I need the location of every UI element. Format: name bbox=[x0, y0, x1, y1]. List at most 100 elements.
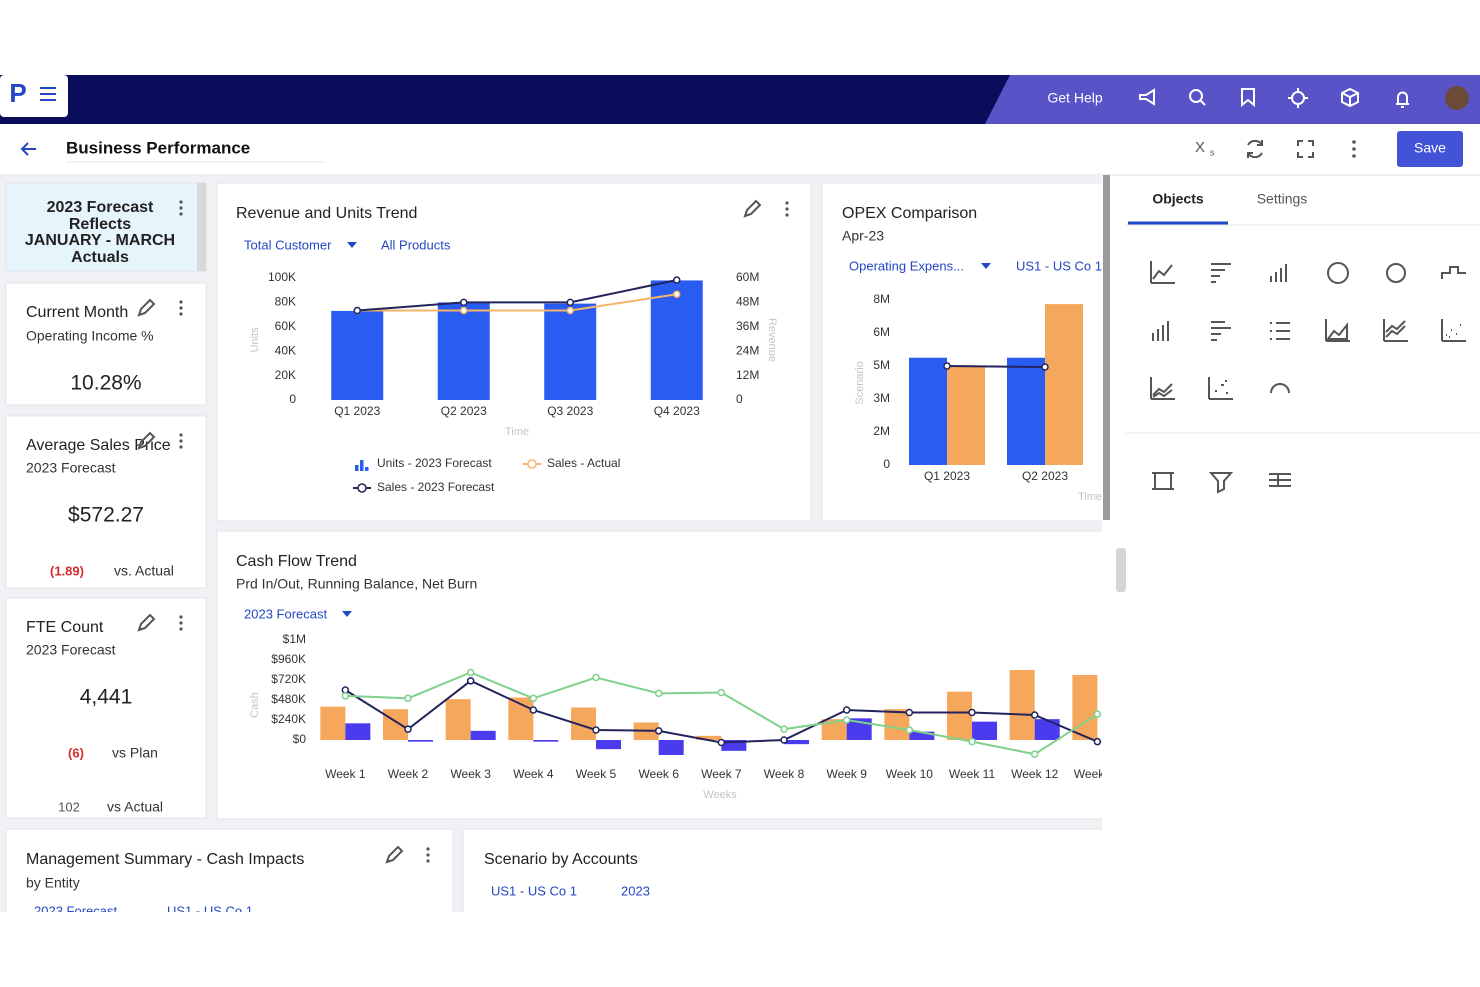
kpi-card[interactable] bbox=[5, 597, 207, 819]
filter[interactable]: Operating Expens... bbox=[849, 258, 964, 273]
save-button[interactable] bbox=[1397, 131, 1463, 167]
more-icon[interactable] bbox=[179, 206, 183, 210]
tab[interactable]: Settings bbox=[1257, 191, 1308, 207]
filter[interactable]: 2023 Forecast bbox=[34, 903, 117, 918]
object-icon[interactable] bbox=[1211, 263, 1231, 283]
panel-handle[interactable] bbox=[1116, 548, 1126, 592]
object-icon[interactable] bbox=[1386, 263, 1407, 283]
object-icon[interactable] bbox=[1327, 262, 1350, 284]
point bbox=[780, 725, 788, 733]
get-help[interactable]: Get Help bbox=[1047, 90, 1102, 106]
y-tick-label: $240K bbox=[271, 712, 306, 726]
more-icon[interactable] bbox=[426, 853, 430, 857]
object-icon[interactable] bbox=[1270, 322, 1290, 340]
y-tick-label: 2M bbox=[873, 424, 890, 438]
edit-icon[interactable] bbox=[743, 199, 762, 218]
object-icon[interactable] bbox=[1441, 319, 1466, 342]
object-icon[interactable] bbox=[1269, 473, 1291, 487]
filter[interactable]: US1 - US Co 1 bbox=[491, 883, 577, 898]
object-icon[interactable] bbox=[1211, 321, 1231, 341]
logo-box[interactable] bbox=[0, 75, 68, 117]
bar bbox=[544, 303, 597, 400]
dropdown-arrow[interactable] bbox=[347, 242, 357, 248]
filter[interactable]: US1 - US Co 1 bbox=[167, 903, 253, 918]
more-icon[interactable] bbox=[179, 615, 183, 619]
kpi-card[interactable] bbox=[5, 415, 207, 589]
object-icon[interactable] bbox=[1270, 264, 1287, 282]
back-arrow[interactable] bbox=[20, 142, 36, 156]
object-icon[interactable] bbox=[1152, 321, 1169, 341]
object-icon[interactable] bbox=[1441, 266, 1466, 279]
object-icon[interactable] bbox=[1208, 377, 1233, 400]
nav-icons[interactable] bbox=[1139, 87, 1409, 108]
filter[interactable]: All Products bbox=[381, 237, 451, 252]
point bbox=[1093, 710, 1102, 718]
y-axis-label: Cash bbox=[249, 692, 261, 718]
kpi-compare: vs Actual bbox=[107, 799, 163, 815]
kpi-value: 10.28% bbox=[70, 372, 141, 395]
summary-card[interactable] bbox=[5, 828, 454, 939]
filter[interactable]: US1 - US Co 1 bbox=[1016, 258, 1102, 273]
chart-card[interactable] bbox=[216, 530, 1117, 820]
filter[interactable]: 2023 bbox=[621, 883, 650, 898]
bar bbox=[972, 721, 998, 740]
kpi-delta: (6) bbox=[68, 745, 84, 760]
object-icon[interactable] bbox=[1150, 261, 1175, 284]
object-icon[interactable] bbox=[1270, 383, 1290, 394]
more-icon[interactable] bbox=[426, 859, 430, 863]
more-icon[interactable] bbox=[426, 847, 430, 851]
more-icon[interactable] bbox=[785, 207, 789, 211]
avatar[interactable] bbox=[1445, 86, 1469, 110]
tab[interactable]: Objects bbox=[1152, 191, 1204, 207]
header-more[interactable] bbox=[1352, 140, 1356, 158]
more-icon[interactable] bbox=[179, 300, 183, 304]
edit-icon[interactable] bbox=[137, 613, 156, 632]
header-icons[interactable] bbox=[1247, 139, 1314, 159]
more-icon[interactable] bbox=[179, 200, 183, 204]
x-tick-label: Week 8 bbox=[764, 767, 805, 781]
more-icon[interactable] bbox=[179, 445, 183, 449]
more-icon[interactable] bbox=[179, 312, 183, 316]
variables-icon[interactable]: X bbox=[1195, 139, 1205, 156]
edit-icon[interactable] bbox=[137, 298, 156, 317]
filter[interactable]: Total Customer bbox=[244, 237, 332, 252]
y2-tick-label: 60M bbox=[736, 270, 759, 284]
chart-card[interactable] bbox=[216, 182, 812, 522]
scrollbar[interactable] bbox=[1103, 175, 1110, 520]
more-icon[interactable] bbox=[179, 439, 183, 443]
object-icon[interactable] bbox=[1325, 319, 1350, 342]
summary-subtitle: by Entity bbox=[26, 875, 80, 891]
kpi-card[interactable] bbox=[5, 182, 207, 272]
y-tick-label: $720K bbox=[271, 672, 306, 686]
x-tick-label: Week 10 bbox=[886, 767, 933, 781]
kpi-card[interactable] bbox=[5, 282, 207, 406]
x-tick-label: Q1 2023 bbox=[924, 469, 970, 483]
object-icon[interactable] bbox=[1208, 472, 1234, 494]
object-icon[interactable] bbox=[1152, 472, 1174, 490]
menu-icon[interactable] bbox=[40, 87, 56, 101]
x-tick-label: Week 6 bbox=[638, 767, 679, 781]
kpi-subtitle: 2023 Forecast bbox=[26, 642, 116, 658]
edit-icon[interactable] bbox=[385, 845, 404, 864]
summary-card[interactable] bbox=[462, 828, 1123, 939]
more-icon[interactable] bbox=[785, 213, 789, 217]
object-icon[interactable] bbox=[1383, 319, 1408, 342]
more-icon[interactable] bbox=[179, 212, 183, 216]
object-icon[interactable] bbox=[1150, 377, 1175, 400]
summary-title: Scenario by Accounts bbox=[484, 851, 638, 868]
y2-tick-label: 36M bbox=[736, 319, 759, 333]
dropdown-arrow[interactable] bbox=[981, 263, 991, 269]
more-icon[interactable] bbox=[179, 621, 183, 625]
more-icon[interactable] bbox=[785, 201, 789, 205]
point bbox=[466, 668, 475, 677]
filter[interactable]: 2023 Forecast bbox=[244, 606, 327, 621]
more-icon[interactable] bbox=[179, 306, 183, 310]
point bbox=[592, 726, 600, 734]
point bbox=[529, 694, 538, 703]
bar bbox=[909, 357, 947, 465]
more-icon[interactable] bbox=[179, 627, 183, 631]
more-icon[interactable] bbox=[179, 433, 183, 437]
edit-icon[interactable] bbox=[137, 431, 156, 450]
dropdown-arrow[interactable] bbox=[342, 611, 352, 617]
